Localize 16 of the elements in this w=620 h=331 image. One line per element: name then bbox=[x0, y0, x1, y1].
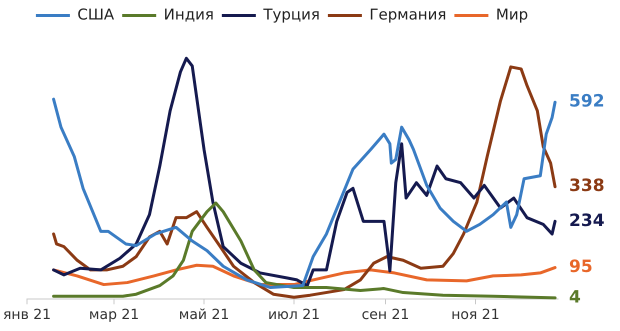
data-label: 338 bbox=[569, 176, 605, 196]
x-tick-label: мар 21 bbox=[88, 307, 140, 324]
data-label: 592 bbox=[569, 92, 605, 112]
data-label: 4 bbox=[569, 287, 582, 308]
data-label: 234 bbox=[569, 210, 605, 231]
legend-label: Турция bbox=[262, 5, 320, 24]
legend-label: США bbox=[77, 5, 115, 24]
legend-label: Индия bbox=[164, 5, 214, 24]
x-tick-label: июл 21 bbox=[268, 307, 320, 324]
x-tick-label: май 21 bbox=[178, 307, 230, 324]
legend-label: Германия bbox=[369, 5, 446, 24]
x-tick-label: ноя 21 bbox=[451, 307, 500, 324]
data-label: 95 bbox=[569, 257, 593, 278]
x-tick-label: янв 21 bbox=[3, 307, 52, 324]
x-tick-label: сен 21 bbox=[362, 307, 410, 324]
legend-label: Мир bbox=[496, 5, 528, 24]
